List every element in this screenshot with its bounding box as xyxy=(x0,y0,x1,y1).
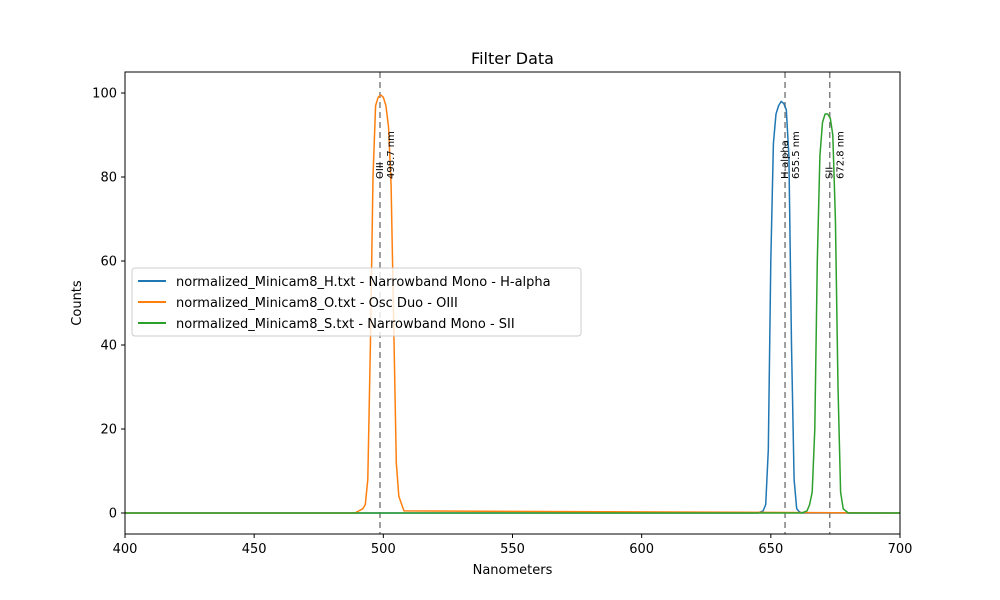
line-value-label: 672.8 nm xyxy=(836,131,847,179)
line-label: SII xyxy=(825,167,836,179)
legend: normalized_Minicam8_H.txt - Narrowband M… xyxy=(131,267,582,337)
y-axis-label: Counts xyxy=(70,280,85,326)
x-tick-label: 400 xyxy=(113,542,138,557)
data-series xyxy=(125,94,901,514)
line-label: OIII xyxy=(375,162,386,179)
series-line xyxy=(125,94,901,514)
legend-entry-label: normalized_Minicam8_O.txt - Osc Duo - OI… xyxy=(176,296,458,311)
series-line xyxy=(125,100,900,514)
x-tick-label: 600 xyxy=(629,542,654,557)
y-tick-label: 100 xyxy=(92,87,117,102)
x-axis-ticks: 400 450 500 550 600 650 700 xyxy=(113,534,913,557)
x-tick-label: 550 xyxy=(500,542,525,557)
y-axis-ticks: 0 20 40 60 80 100 xyxy=(92,87,125,522)
legend-entry-label: normalized_Minicam8_H.txt - Narrowband M… xyxy=(176,275,551,290)
line-value-label: 498.7 nm xyxy=(386,131,397,179)
x-tick-label: 500 xyxy=(371,542,396,557)
y-tick-label: 80 xyxy=(100,171,117,186)
line-annotations: OIII 498.7 nm H-alpha 655.5 nm SII 672.8 nm xyxy=(375,131,847,179)
y-tick-label: 60 xyxy=(100,255,117,270)
y-tick-label: 0 xyxy=(109,507,117,522)
line-value-label: 655.5 nm xyxy=(791,131,802,179)
x-tick-label: 450 xyxy=(242,542,267,557)
legend-box xyxy=(131,267,582,337)
x-tick-label: 650 xyxy=(758,542,783,557)
x-tick-label: 700 xyxy=(888,542,913,557)
y-tick-label: 40 xyxy=(100,339,117,354)
x-axis-label: Nanometers xyxy=(473,563,553,578)
series-line xyxy=(125,113,900,514)
y-tick-label: 20 xyxy=(100,423,117,438)
line-label: H-alpha xyxy=(780,140,791,179)
legend-entry-label: normalized_Minicam8_S.txt - Narrowband M… xyxy=(176,317,515,332)
chart-title: Filter Data xyxy=(471,49,554,68)
